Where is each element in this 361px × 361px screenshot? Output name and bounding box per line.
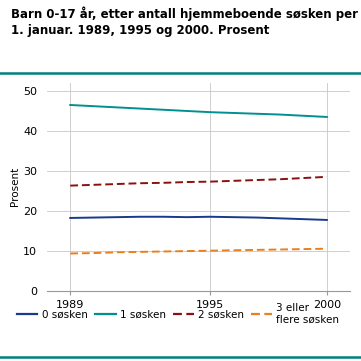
Legend: 0 søsken, 1 søsken, 2 søsken, 3 eller
flere søsken: 0 søsken, 1 søsken, 2 søsken, 3 eller fl… <box>12 299 344 329</box>
Y-axis label: Prosent: Prosent <box>10 167 20 206</box>
Text: Barn 0-17 år, etter antall hjemmeboende søsken per
1. januar. 1989, 1995 og 2000: Barn 0-17 år, etter antall hjemmeboende … <box>11 6 358 36</box>
